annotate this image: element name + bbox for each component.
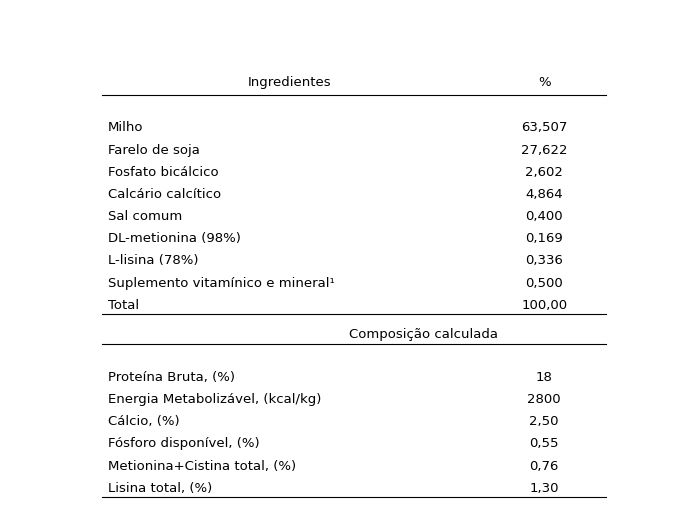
Text: 100,00: 100,00 [521,299,567,312]
Text: Milho: Milho [108,121,143,135]
Text: DL-metionina (98%): DL-metionina (98%) [108,232,240,245]
Text: L-lisina (78%): L-lisina (78%) [108,254,198,267]
Text: 0,500: 0,500 [525,277,563,289]
Text: 0,76: 0,76 [529,460,559,472]
Text: %: % [538,76,551,88]
Text: 27,622: 27,622 [521,143,567,157]
Text: Fosfato bicálcico: Fosfato bicálcico [108,166,218,179]
Text: 63,507: 63,507 [521,121,567,135]
Text: 18: 18 [536,371,553,384]
Text: Farelo de soja: Farelo de soja [108,143,200,157]
Text: Lisina total, (%): Lisina total, (%) [108,482,212,495]
Text: 0,169: 0,169 [525,232,563,245]
Text: Calcário calcítico: Calcário calcítico [108,188,221,201]
Text: Metionina+Cistina total, (%): Metionina+Cistina total, (%) [108,460,296,472]
Text: 0,55: 0,55 [529,437,559,450]
Text: 0,400: 0,400 [525,210,563,223]
Text: Composição calculada: Composição calculada [349,328,498,341]
Text: Sal comum: Sal comum [108,210,182,223]
Text: Fósforo disponível, (%): Fósforo disponível, (%) [108,437,259,450]
Text: 1,30: 1,30 [529,482,559,495]
Text: 2,602: 2,602 [525,166,563,179]
Text: 2,50: 2,50 [529,415,559,428]
Text: 4,864: 4,864 [525,188,563,201]
Text: Cálcio, (%): Cálcio, (%) [108,415,180,428]
Text: Suplemento vitamínico e mineral¹: Suplemento vitamínico e mineral¹ [108,277,334,289]
Text: 2800: 2800 [527,393,561,406]
Text: 0,336: 0,336 [525,254,563,267]
Text: Ingredientes: Ingredientes [248,76,332,88]
Text: Energia Metabolizável, (kcal/kg): Energia Metabolizável, (kcal/kg) [108,393,321,406]
Text: Total: Total [108,299,139,312]
Text: Proteína Bruta, (%): Proteína Bruta, (%) [108,371,235,384]
